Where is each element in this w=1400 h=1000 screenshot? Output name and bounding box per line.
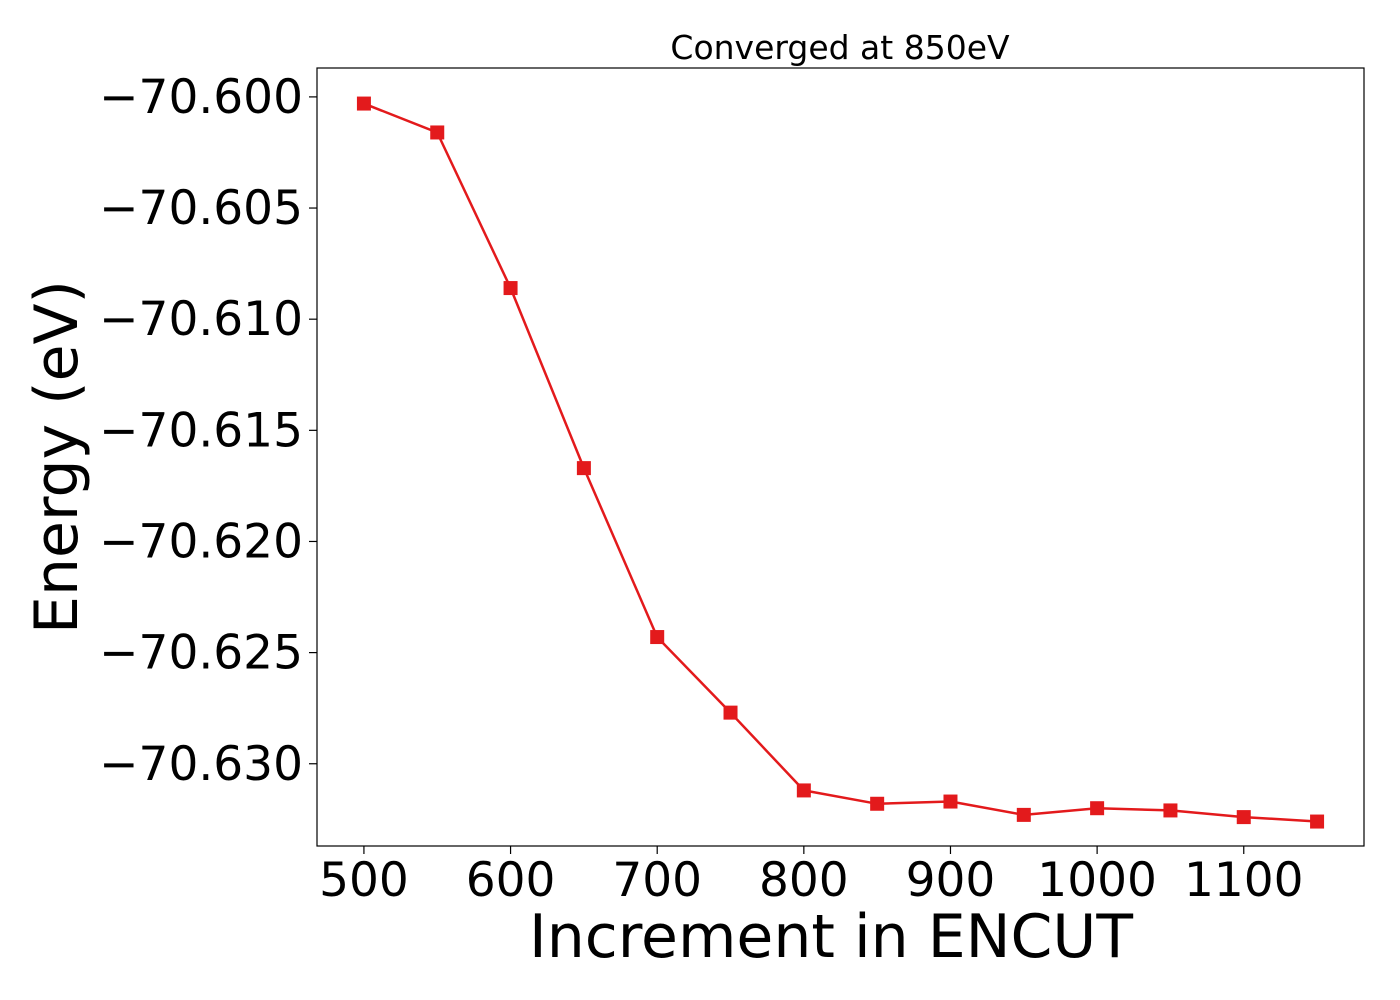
series-layer: [356, 96, 1325, 829]
data-point: [796, 783, 811, 798]
data-point: [870, 796, 885, 811]
y-axis: −70.600 −70.605 −70.610 −70.615 −70.620 −70.6…: [99, 70, 317, 792]
data-point: [1236, 810, 1251, 825]
y-tick-label: −70.625: [99, 626, 303, 681]
x-tick-label: 500: [319, 853, 409, 908]
y-tick-label: −70.605: [99, 181, 303, 236]
data-point: [723, 705, 738, 720]
x-tick-label: 1000: [1037, 853, 1157, 908]
y-tick-label: −70.615: [99, 403, 303, 458]
x-axis: 500 600 700 800 900 1000 1100: [319, 846, 1304, 908]
data-point: [356, 96, 371, 111]
data-point: [1090, 801, 1105, 816]
x-tick-label: 800: [759, 853, 849, 908]
y-axis-title: Energy (eV): [22, 280, 92, 634]
data-point: [503, 281, 518, 296]
x-tick-label: 700: [612, 853, 702, 908]
x-tick-label: 900: [906, 853, 996, 908]
y-tick-label: −70.600: [99, 70, 303, 125]
data-point: [943, 794, 958, 809]
chart-title: Converged at 850eV: [670, 28, 1010, 67]
x-tick-label: 1100: [1184, 853, 1304, 908]
series-line: [363, 102, 1318, 823]
data-point: [650, 630, 665, 645]
x-axis-title: Increment in ENCUT: [529, 902, 1133, 972]
data-point: [430, 125, 445, 140]
data-point: [1016, 807, 1031, 822]
data-point: [1163, 803, 1178, 818]
y-tick-label: −70.630: [99, 737, 303, 792]
data-point: [576, 461, 591, 476]
x-tick-label: 600: [466, 853, 556, 908]
y-tick-label: −70.610: [99, 292, 303, 347]
y-tick-label: −70.620: [99, 514, 303, 569]
data-point: [1310, 814, 1325, 829]
plot-frame: [316, 67, 1365, 847]
